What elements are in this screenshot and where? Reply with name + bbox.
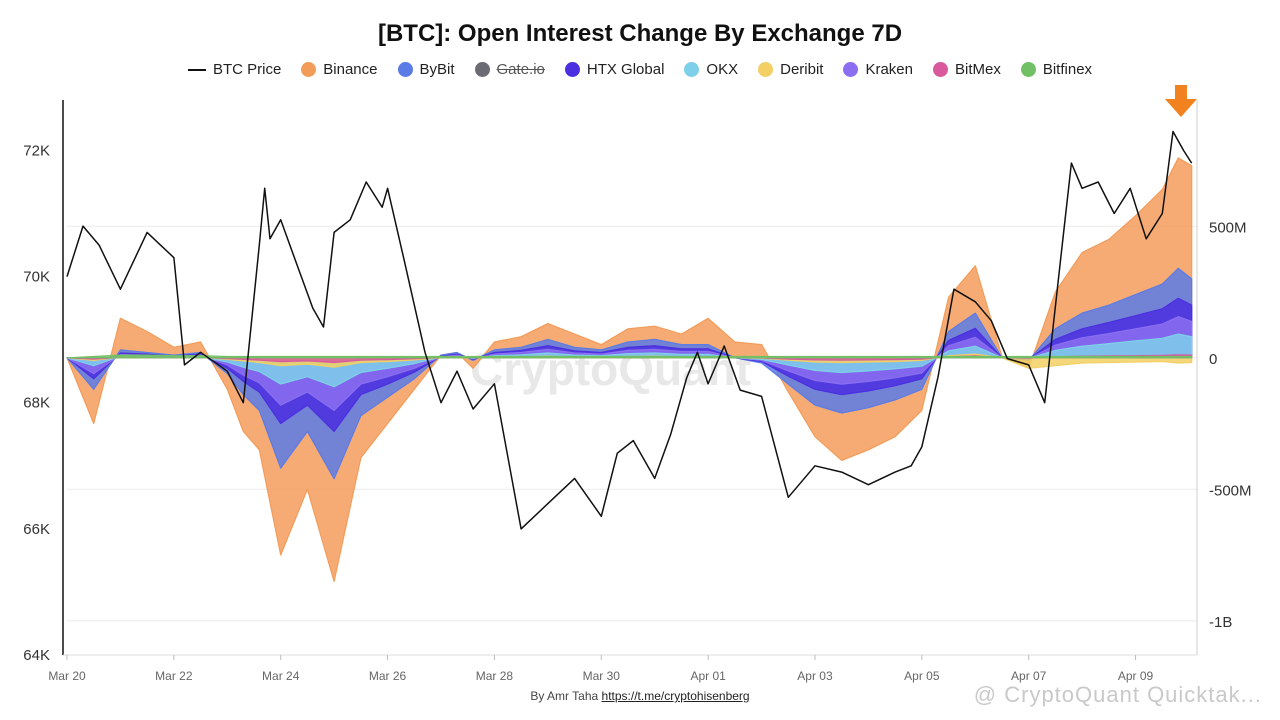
legend-label-htx-global: HTX Global bbox=[586, 61, 665, 78]
legend-swatch-deribit bbox=[758, 62, 774, 77]
legend-swatch-kraken bbox=[843, 62, 859, 77]
y-right-tick-label-1: 0 bbox=[1209, 351, 1217, 368]
legend-item-htx-global[interactable]: HTX Global bbox=[564, 61, 665, 78]
x-tick-label-9: Apr 07 bbox=[1011, 669, 1047, 683]
x-tick-label-8: Apr 05 bbox=[904, 669, 940, 683]
legend-label-binance: Binance bbox=[323, 61, 378, 78]
legend-swatch-bybit bbox=[397, 62, 413, 77]
x-tick-label-3: Mar 26 bbox=[369, 669, 407, 683]
x-tick-label-1: Mar 22 bbox=[155, 669, 193, 683]
legend-swatch-htx-global bbox=[564, 62, 580, 77]
legend-swatch-binance bbox=[301, 62, 317, 77]
legend-label-bitmex: BitMex bbox=[955, 61, 1001, 78]
y-left-tick-label-3: 70K bbox=[23, 269, 50, 286]
watermark-bottom-right: @ CryptoQuant Quicktak... bbox=[973, 682, 1262, 707]
legend-label-btc-price: BTC Price bbox=[212, 61, 282, 78]
legend-item-deribit[interactable]: Deribit bbox=[758, 61, 823, 78]
area-binance bbox=[66, 157, 1193, 582]
legend: BTC Price Binance ByBit Gate.io HTX Global OK… bbox=[0, 61, 1280, 78]
x-tick-label-7: Apr 03 bbox=[797, 669, 833, 683]
legend-item-kraken[interactable]: Kraken bbox=[843, 61, 913, 78]
legend-label-kraken: Kraken bbox=[865, 61, 913, 78]
x-tick-label-4: Mar 28 bbox=[476, 669, 514, 683]
legend-swatch-bitmex bbox=[933, 62, 948, 77]
footer-credit: By Amr Taha https://t.me/cryptohisenberg bbox=[0, 689, 1280, 703]
y-left-tick-label-0: 64K bbox=[23, 647, 50, 664]
footer-author: By Amr Taha bbox=[530, 689, 599, 703]
legend-label-gate-io: Gate.io bbox=[496, 61, 545, 78]
annotation-arrow-shaft bbox=[1174, 85, 1187, 100]
y-right-tick-label-3: -1B bbox=[1209, 614, 1232, 631]
chart-title: [BTC]: Open Interest Change By Exchange … bbox=[377, 20, 903, 47]
legend-item-bybit[interactable]: ByBit bbox=[397, 61, 455, 78]
btc-price-line bbox=[66, 130, 1193, 530]
annotation-arrow-head bbox=[1164, 99, 1197, 117]
legend-label-deribit: Deribit bbox=[780, 61, 824, 78]
area-htx-global bbox=[66, 297, 1193, 432]
x-tick-label-5: Mar 30 bbox=[583, 669, 621, 683]
legend-item-binance[interactable]: Binance bbox=[301, 61, 378, 78]
area-bitfinex bbox=[66, 354, 1193, 359]
legend-item-gate-io[interactable]: Gate.io bbox=[474, 61, 545, 78]
x-tick-label-2: Mar 24 bbox=[262, 669, 300, 683]
legend-item-bitfinex[interactable]: Bitfinex bbox=[1020, 61, 1093, 78]
legend-item-btc-price[interactable]: BTC Price bbox=[187, 61, 282, 78]
legend-label-bitfinex: Bitfinex bbox=[1042, 61, 1093, 78]
legend-label-bybit: ByBit bbox=[419, 61, 455, 78]
legend-swatch-btc-price bbox=[187, 68, 206, 71]
x-tick-label-6: Apr 01 bbox=[690, 669, 726, 683]
area-okx bbox=[66, 333, 1193, 388]
y-right-tick-label-0: 500M bbox=[1209, 219, 1247, 236]
y-left-tick-label-4: 72K bbox=[23, 142, 50, 159]
legend-swatch-bitfinex bbox=[1020, 62, 1036, 77]
y-left-tick-label-2: 68K bbox=[23, 395, 50, 412]
legend-swatch-gate-io bbox=[474, 62, 490, 77]
legend-item-okx[interactable]: OKX bbox=[684, 61, 738, 78]
area-kraken bbox=[66, 316, 1193, 411]
x-tick-label-10: Apr 09 bbox=[1118, 669, 1154, 683]
legend-swatch-okx bbox=[684, 62, 700, 77]
legend-item-bitmex[interactable]: BitMex bbox=[933, 61, 1001, 78]
legend-label-okx: OKX bbox=[706, 61, 739, 78]
y-left-tick-label-1: 66K bbox=[23, 521, 50, 538]
area-bybit bbox=[66, 267, 1193, 480]
footer-link[interactable]: https://t.me/cryptohisenberg bbox=[601, 689, 750, 703]
y-right-tick-label-2: -500M bbox=[1209, 482, 1252, 499]
x-tick-label-0: Mar 20 bbox=[48, 669, 86, 683]
